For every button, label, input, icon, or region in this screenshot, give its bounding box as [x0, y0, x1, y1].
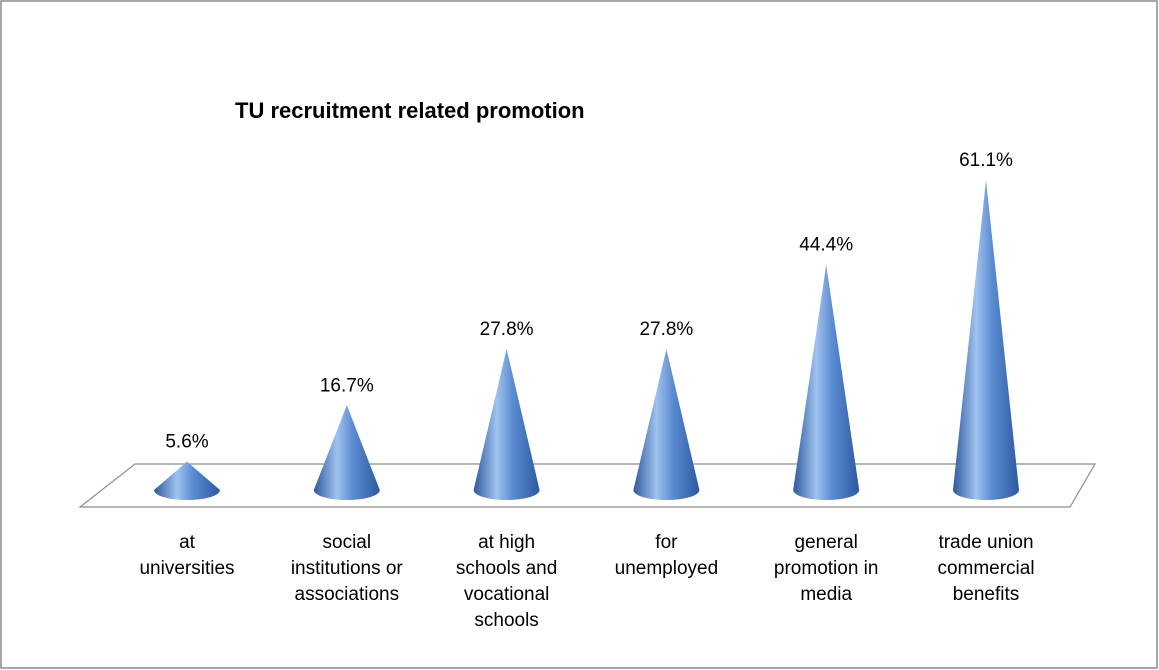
- data-label: 27.8%: [480, 319, 534, 340]
- x-tick-label: for unemployed: [614, 532, 719, 579]
- data-label: 16.7%: [320, 375, 374, 396]
- x-tick-label: social institutions or associations: [290, 532, 403, 605]
- x-tick-label: trade union commercial benefits: [937, 532, 1035, 605]
- data-label: 61.1%: [959, 150, 1013, 171]
- data-label: 27.8%: [639, 319, 693, 340]
- x-tick-label: at universities: [139, 532, 235, 579]
- data-label: 44.4%: [799, 235, 853, 256]
- chart-title: TU recruitment related promotion: [235, 98, 585, 123]
- cone: [313, 405, 380, 500]
- cone: [473, 348, 540, 500]
- cone: [633, 348, 700, 500]
- floor: [78, 463, 1097, 508]
- x-tick-label: at high schools and vocational schools: [455, 532, 558, 631]
- data-label: 5.6%: [165, 432, 208, 453]
- cone: [953, 180, 1019, 500]
- cone: [793, 264, 860, 500]
- x-tick-label: general promotion in media: [773, 532, 879, 605]
- cone: [154, 461, 220, 500]
